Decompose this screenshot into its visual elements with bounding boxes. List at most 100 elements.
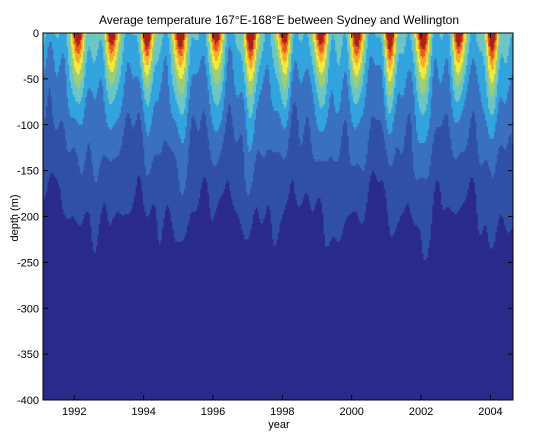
- contour-cell: [233, 42, 237, 46]
- contour-cell: [288, 42, 291, 46]
- contour-cell: [109, 39, 112, 43]
- contour-cell: [314, 33, 317, 36]
- contour-cell: [436, 37, 439, 41]
- contour-cell: [420, 39, 423, 43]
- contour-cell: [302, 42, 306, 46]
- contour-cell: [117, 33, 120, 36]
- contour-cell: [206, 42, 209, 46]
- contour-cell: [401, 33, 404, 36]
- contour-cell: [367, 33, 370, 36]
- contour-cell: [117, 39, 120, 43]
- contour-cell: [461, 39, 464, 43]
- contour-cell: [47, 42, 50, 46]
- contour-cell: [191, 39, 194, 43]
- contour-cell: [264, 42, 267, 46]
- contour-cell: [467, 39, 470, 43]
- contour-cell: [100, 42, 103, 46]
- contour-cell: [97, 42, 100, 46]
- contour-cell: [92, 42, 96, 46]
- contour-cell: [145, 37, 148, 41]
- contour-cell: [351, 39, 354, 43]
- contour-cell: [322, 42, 325, 46]
- contour-cell: [157, 42, 160, 46]
- contour-cell: [423, 35, 426, 39]
- contour-cell: [448, 33, 451, 36]
- contour-cell: [332, 39, 335, 43]
- contour-cell: [276, 33, 279, 36]
- contour-cell: [97, 37, 100, 41]
- contour-cell: [75, 33, 78, 36]
- contour-cell: [335, 39, 338, 43]
- contour-cell: [253, 35, 256, 39]
- contour-cell: [382, 42, 385, 46]
- contour-cell: [186, 37, 190, 41]
- contour-cell: [401, 39, 404, 43]
- contour-cell: [78, 37, 81, 41]
- contour-cell: [416, 37, 419, 41]
- contour-cell: [364, 33, 367, 36]
- contour-cell: [239, 35, 242, 39]
- contour-cell: [360, 37, 363, 41]
- contour-cell: [310, 33, 313, 36]
- contour-cell: [204, 42, 207, 46]
- contour-cell: [485, 35, 488, 39]
- contour-cell: [178, 42, 181, 46]
- contour-cell: [467, 35, 470, 39]
- contour-cell: [323, 33, 326, 36]
- contour-cell: [263, 33, 266, 36]
- contour-cell: [367, 42, 370, 46]
- contour-cell: [217, 35, 220, 39]
- contour-cell: [182, 39, 185, 43]
- contour-cell: [169, 35, 172, 39]
- contour-cell: [344, 37, 347, 41]
- contour-cell: [421, 39, 425, 43]
- contour-cell: [352, 39, 355, 43]
- contour-cell: [298, 42, 301, 46]
- contour-cell: [468, 42, 472, 46]
- contour-cell: [170, 35, 173, 39]
- contour-cell: [386, 37, 389, 41]
- contour-cell: [344, 39, 347, 43]
- contour-cell: [173, 39, 176, 43]
- contour-cell: [317, 33, 320, 36]
- contour-cell: [254, 35, 257, 39]
- contour-cell: [210, 35, 213, 39]
- contour-cell: [275, 35, 278, 39]
- contour-cell: [135, 35, 138, 39]
- contour-cell: [170, 37, 173, 41]
- contour-cell: [260, 39, 263, 43]
- contour-cell: [235, 35, 238, 39]
- contour-cell: [100, 35, 103, 39]
- contour-cell: [438, 33, 441, 36]
- contour-cell: [466, 33, 469, 36]
- contour-cell: [452, 37, 455, 41]
- contour-cell: [59, 44, 62, 48]
- contour-cell: [385, 37, 388, 41]
- contour-cell: [310, 39, 313, 43]
- contour-cell: [291, 33, 294, 36]
- contour-cell: [94, 44, 97, 48]
- contour-cell: [366, 33, 369, 36]
- contour-cell: [128, 42, 131, 46]
- contour-cell: [339, 33, 342, 36]
- contour-cell: [198, 35, 201, 39]
- contour-cell: [53, 44, 56, 48]
- contour-cell: [132, 39, 135, 43]
- contour-cell: [147, 35, 150, 39]
- contour-cell: [330, 35, 333, 39]
- contour-cell: [104, 42, 107, 46]
- contour-cell: [44, 35, 47, 39]
- contour-cell: [496, 37, 499, 41]
- contour-cell: [184, 35, 187, 39]
- contour-cell: [480, 33, 483, 36]
- contour-cell: [123, 35, 126, 39]
- contour-cell: [182, 35, 185, 39]
- contour-cell: [73, 39, 76, 43]
- contour-cell: [354, 37, 357, 41]
- contour-cell: [92, 35, 96, 39]
- contour-cell: [67, 37, 71, 41]
- contour-cell: [501, 42, 504, 46]
- contour-cell: [316, 42, 319, 46]
- contour-cell: [223, 39, 226, 43]
- contour-cell: [336, 39, 339, 43]
